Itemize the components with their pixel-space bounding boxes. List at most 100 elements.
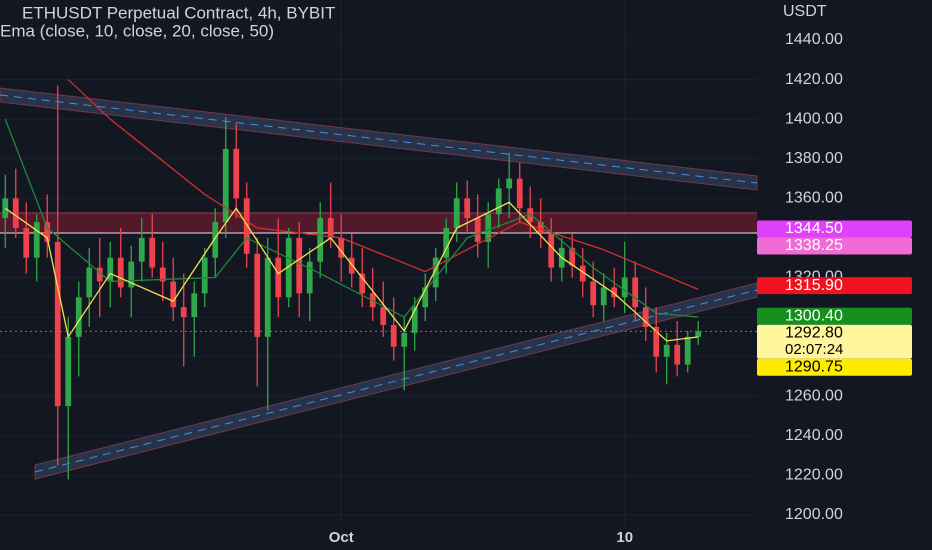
price-label: 1292.80: [785, 325, 843, 342]
price-label-box: [757, 324, 912, 359]
candle-body: [107, 257, 114, 282]
ema-line: [67, 79, 699, 290]
price-label: 1338.25: [785, 237, 843, 254]
price-label: 1290.75: [785, 359, 843, 376]
candle-body: [149, 237, 156, 268]
candle-body: [390, 325, 397, 347]
candle-body: [243, 198, 250, 254]
candle-body: [44, 222, 51, 242]
channel-mid: [0, 94, 758, 184]
price-axis: 1200.001220.001240.001260.001280.001300.…: [757, 31, 912, 523]
candle-body: [296, 237, 303, 294]
candle-body: [264, 257, 271, 337]
channel-mid: [34, 289, 758, 473]
candle-body: [359, 273, 366, 294]
candle-body: [254, 253, 261, 337]
candle-body: [33, 222, 40, 258]
candle-body: [348, 257, 355, 274]
candle-body: [600, 287, 607, 306]
candle-body: [663, 344, 670, 357]
y-tick-label: 1240.00: [785, 427, 843, 444]
y-tick-label: 1400.00: [785, 110, 843, 127]
price-label: 1344.50: [785, 220, 843, 237]
candle-body: [695, 331, 702, 337]
price-label: 1315.90: [785, 277, 843, 294]
candle-body: [212, 222, 219, 258]
candle-body: [453, 198, 460, 229]
y-tick-label: 1420.00: [785, 71, 843, 88]
candle-body: [506, 178, 513, 189]
candle-body: [432, 257, 439, 288]
candle-body: [2, 198, 9, 219]
candle-body: [317, 218, 324, 262]
candle-body: [180, 307, 187, 318]
candle-body: [23, 228, 30, 258]
y-tick-label: 1380.00: [785, 150, 843, 167]
candle-body: [54, 241, 61, 407]
candle-body: [306, 261, 313, 294]
x-tick-label: Oct: [329, 529, 354, 546]
candle-body: [632, 277, 639, 308]
candle-body: [642, 307, 649, 327]
y-tick-label: 1200.00: [785, 506, 843, 523]
candle-body: [621, 277, 628, 298]
candle-body: [117, 257, 124, 288]
x-tick-label: 10: [616, 529, 633, 546]
ema-line: [4, 118, 699, 318]
price-label: 1300.40: [785, 308, 843, 325]
candle-body: [275, 257, 282, 298]
candle-body: [170, 281, 177, 308]
candle-body: [401, 332, 408, 347]
price-label-box: [757, 237, 912, 255]
candle-body: [201, 257, 208, 294]
candle-body: [338, 237, 345, 258]
price-label-box: [757, 277, 912, 295]
candle-body: [191, 293, 198, 318]
candle-body: [86, 267, 93, 298]
plot: [0, 79, 757, 480]
y-tick-label: 1220.00: [785, 467, 843, 484]
candle-body: [464, 198, 471, 219]
candle-body: [411, 307, 418, 333]
candle-body: [327, 218, 334, 238]
price-label-box: [757, 307, 912, 325]
candle-body: [537, 222, 544, 234]
ema-line: [4, 201, 699, 342]
candle-body: [222, 148, 229, 223]
candle-body: [674, 344, 681, 365]
candle-body: [590, 281, 597, 306]
y-tick-label: 1360.00: [785, 190, 843, 207]
indicator-legend: Ema (close, 10, close, 20, close, 50): [0, 21, 274, 40]
candle-body: [611, 287, 618, 298]
candle-body: [653, 326, 660, 357]
candle-body: [65, 336, 72, 407]
candle-body: [380, 307, 387, 325]
price-label-box: [757, 220, 912, 238]
candle-body: [96, 267, 103, 282]
candle-body: [527, 208, 534, 223]
candle-body: [443, 228, 450, 258]
price-label-box: [757, 358, 912, 376]
candle-body: [138, 237, 145, 262]
candle-body: [495, 188, 502, 215]
y-tick-label: 1260.00: [785, 387, 843, 404]
candle-body: [75, 297, 82, 337]
candle-body: [422, 287, 429, 308]
chart-title: ETHUSDT Perpetual Contract, 4h, BYBIT: [22, 3, 335, 22]
y-tick-label: 1440.00: [785, 31, 843, 48]
candle-body: [12, 198, 19, 229]
candle-body: [485, 214, 492, 242]
candle-body: [474, 218, 481, 242]
candle-body: [579, 265, 586, 282]
candle-body: [285, 237, 292, 298]
candle-body: [548, 233, 555, 268]
candle-body: [233, 148, 240, 199]
candle-body: [159, 267, 166, 282]
candle-body: [516, 178, 523, 209]
countdown: 02:07:24: [785, 341, 843, 358]
candle-body: [569, 247, 576, 266]
candle-body: [128, 261, 135, 288]
